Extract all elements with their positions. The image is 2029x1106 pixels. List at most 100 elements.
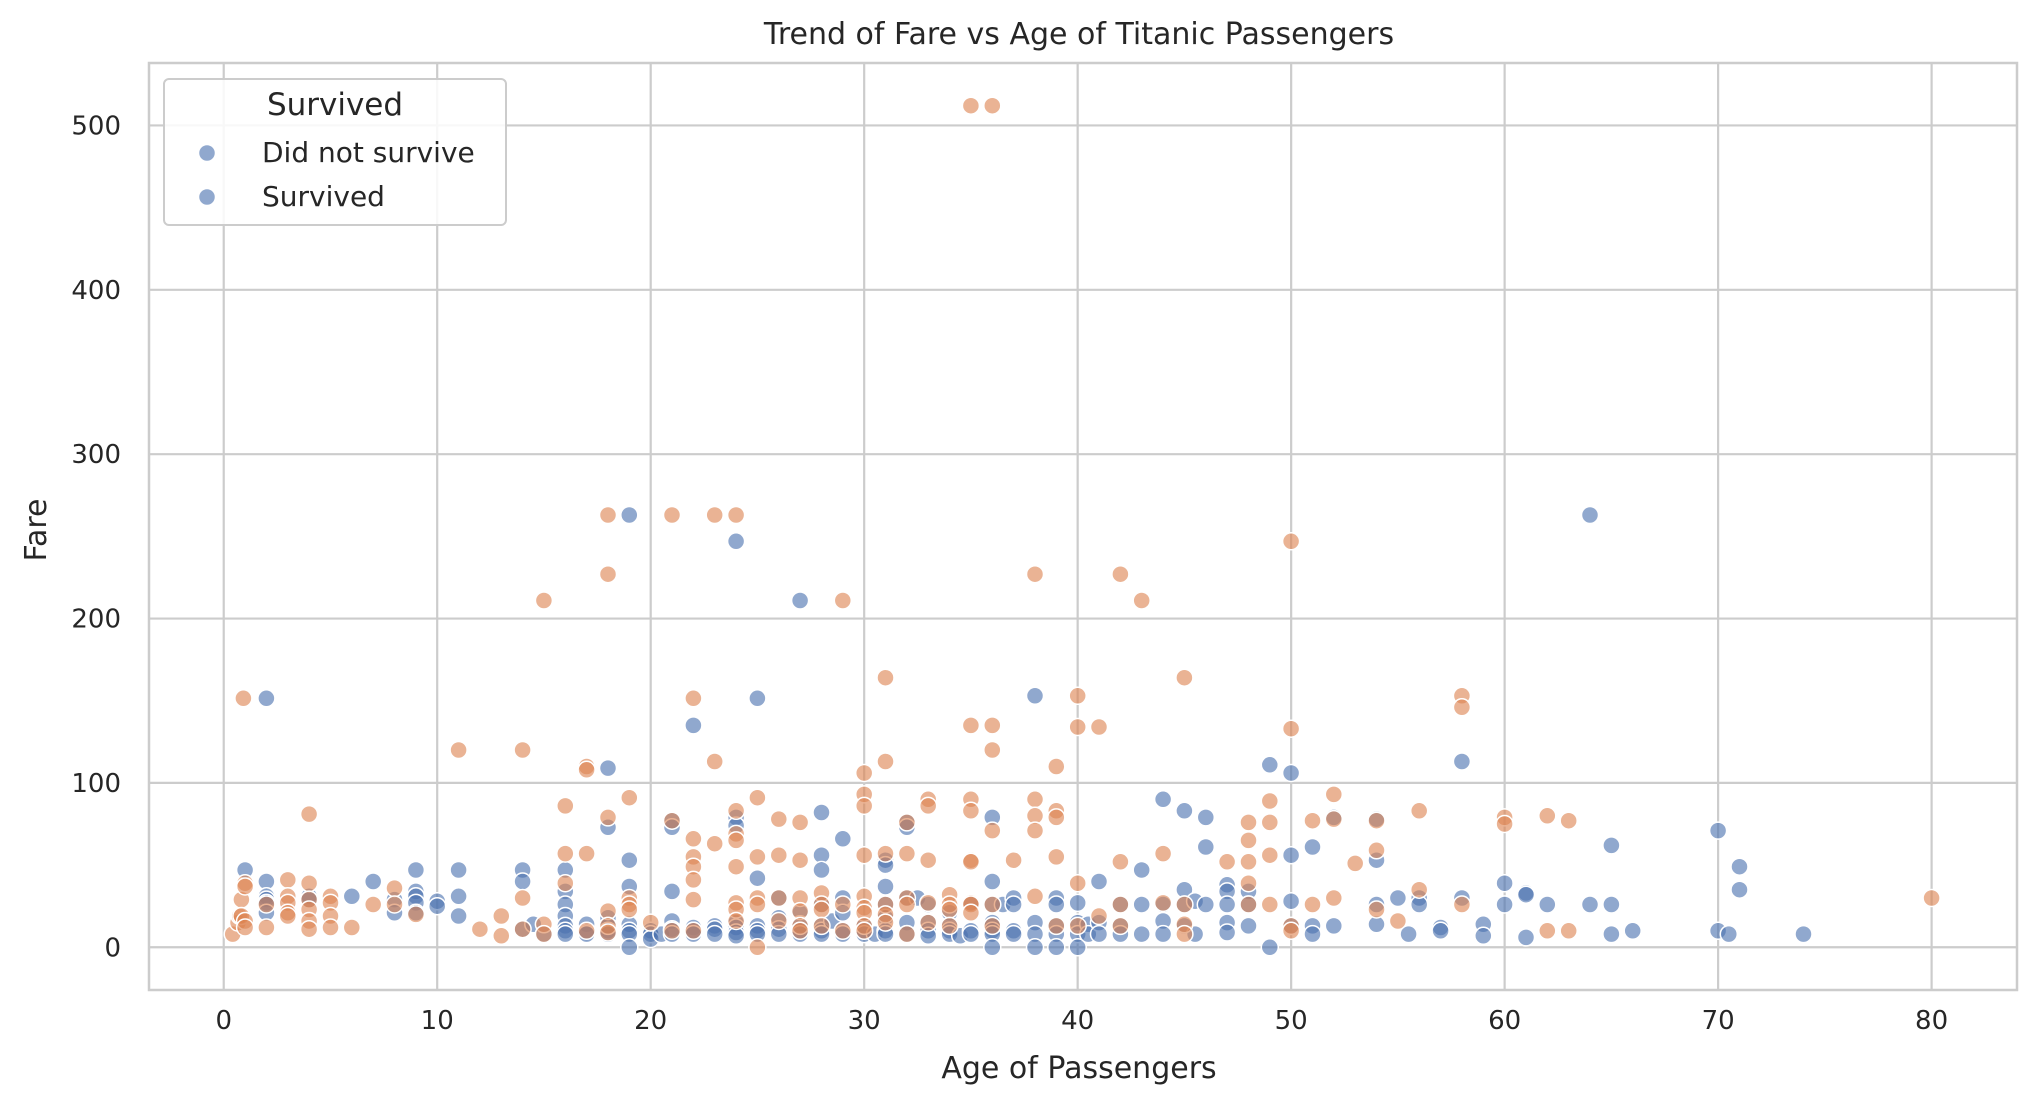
data-point-survived — [1409, 880, 1429, 899]
data-point-survived — [833, 591, 853, 610]
data-point-survived — [1047, 847, 1066, 867]
data-point-did-not-survive — [961, 924, 981, 944]
data-point-survived — [1281, 532, 1301, 551]
data-point-survived — [1132, 591, 1151, 610]
data-point-did-not-survive — [427, 896, 447, 916]
data-point-survived — [961, 96, 981, 115]
data-point-survived — [492, 906, 511, 926]
data-point-survived — [1239, 831, 1258, 850]
data-point-did-not-survive — [726, 532, 746, 551]
data-point-did-not-survive — [1474, 926, 1493, 946]
data-point-did-not-survive — [1516, 885, 1536, 904]
data-point-survived — [513, 888, 532, 908]
data-point-survived — [662, 505, 682, 525]
data-point-survived — [983, 740, 1002, 760]
data-point-survived — [748, 895, 767, 914]
y-tick-label: 400 — [71, 276, 121, 306]
data-point-did-not-survive — [406, 860, 426, 880]
x-axis-title: Age of Passengers — [941, 1051, 1216, 1086]
data-point-survived — [1025, 790, 1045, 809]
data-point-survived — [1367, 811, 1386, 830]
data-point-survived — [918, 850, 938, 870]
data-point-did-not-survive — [1047, 895, 1066, 914]
data-point-survived — [961, 852, 981, 872]
data-point-did-not-survive — [812, 803, 831, 822]
data-point-survived — [385, 895, 404, 914]
data-point-did-not-survive — [257, 689, 276, 708]
data-point-survived — [662, 811, 682, 830]
data-point-survived — [1239, 813, 1258, 832]
data-point-survived — [1452, 698, 1472, 717]
data-point-did-not-survive — [1516, 928, 1536, 947]
data-point-did-not-survive — [790, 591, 810, 610]
data-point-did-not-survive — [363, 872, 383, 891]
data-point-survived — [492, 926, 511, 946]
data-point-did-not-survive — [556, 924, 575, 944]
data-point-survived — [854, 796, 874, 816]
data-point-survived — [1538, 921, 1557, 941]
data-point-survived — [257, 895, 276, 914]
data-point-did-not-survive — [1431, 921, 1450, 941]
data-point-did-not-survive — [1068, 893, 1087, 913]
data-point-did-not-survive — [1196, 895, 1216, 914]
data-point-did-not-survive — [1708, 821, 1728, 840]
data-point-survived — [1452, 895, 1472, 914]
data-point-did-not-survive — [1602, 924, 1621, 944]
data-point-did-not-survive — [1281, 845, 1301, 865]
data-point-did-not-survive — [1132, 860, 1151, 880]
data-point-survived — [748, 788, 767, 807]
data-point-survived — [1153, 893, 1173, 913]
legend-title: Survived — [267, 87, 403, 123]
data-point-survived — [961, 716, 981, 735]
data-point-survived — [748, 938, 767, 957]
data-point-survived — [1025, 564, 1045, 584]
data-point-survived — [897, 924, 917, 944]
data-point-survived — [684, 829, 703, 849]
data-point-survived — [1217, 852, 1237, 872]
legend-label-did-not-survive: Did not survive — [262, 136, 475, 169]
data-point-survived — [983, 821, 1002, 840]
data-point-survived — [1260, 791, 1280, 811]
data-point-survived — [342, 918, 362, 937]
data-point-survived — [1367, 900, 1386, 919]
data-point-did-not-survive — [1580, 505, 1600, 525]
data-point-survived — [1260, 895, 1280, 914]
data-point-survived — [1559, 921, 1578, 941]
data-point-survived — [1047, 916, 1066, 936]
data-point-survived — [278, 870, 298, 890]
data-point-survived — [1538, 806, 1557, 826]
data-point-survived — [1409, 801, 1429, 821]
chart-title: Trend of Fare vs Age of Titanic Passenge… — [763, 17, 1394, 52]
data-point-did-not-survive — [1495, 895, 1514, 914]
data-point-survived — [897, 895, 917, 914]
data-point-survived — [983, 716, 1002, 735]
data-point-survived — [726, 831, 746, 850]
legend-label-survived: Survived — [262, 180, 385, 213]
data-point-survived — [769, 809, 789, 829]
x-tick-label: 60 — [1488, 1006, 1521, 1036]
data-point-survived — [598, 923, 618, 942]
data-point-survived — [1281, 921, 1301, 941]
data-point-survived — [1367, 841, 1386, 860]
y-tick-label: 200 — [71, 605, 121, 635]
data-point-survived — [1303, 895, 1322, 914]
data-point-did-not-survive — [1260, 938, 1280, 957]
data-point-survived — [534, 591, 554, 610]
data-point-did-not-survive — [449, 860, 468, 880]
data-point-did-not-survive — [620, 850, 639, 870]
x-tick-label: 0 — [215, 1006, 232, 1036]
data-point-survived — [1089, 906, 1109, 926]
data-point-survived — [1175, 924, 1194, 944]
data-point-survived — [1068, 916, 1087, 936]
data-point-survived — [1111, 895, 1130, 914]
data-point-did-not-survive — [1004, 924, 1023, 944]
data-point-did-not-survive — [1260, 755, 1280, 775]
data-point-survived — [726, 857, 746, 876]
data-point-did-not-survive — [1730, 880, 1749, 899]
data-point-did-not-survive — [1602, 836, 1621, 855]
data-point-survived — [684, 870, 703, 890]
y-tick-label: 100 — [71, 769, 121, 799]
data-point-survived — [1111, 564, 1130, 584]
x-tick-label: 20 — [634, 1006, 667, 1036]
